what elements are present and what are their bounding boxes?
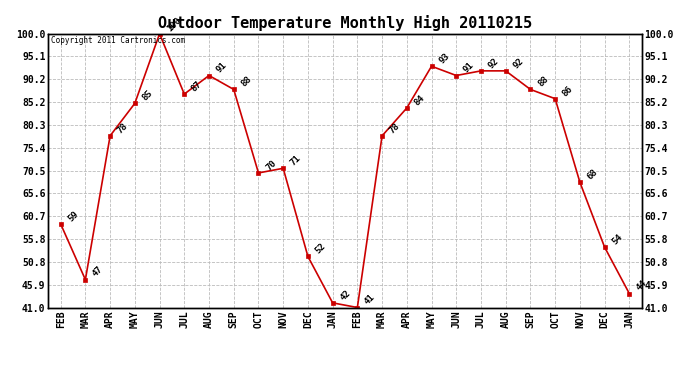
Text: 91: 91 — [462, 61, 476, 75]
Text: 47: 47 — [91, 265, 105, 279]
Text: 87: 87 — [190, 80, 204, 93]
Text: 78: 78 — [388, 121, 402, 135]
Text: 41: 41 — [363, 293, 377, 307]
Text: 84: 84 — [413, 93, 426, 107]
Text: 71: 71 — [288, 153, 303, 168]
Text: 44: 44 — [635, 279, 649, 293]
Text: 78: 78 — [116, 121, 130, 135]
Text: 86: 86 — [561, 84, 575, 98]
Text: Copyright 2011 Cartronics.com: Copyright 2011 Cartronics.com — [51, 36, 186, 45]
Text: 100: 100 — [165, 15, 183, 33]
Text: 54: 54 — [610, 232, 624, 246]
Text: 85: 85 — [140, 88, 155, 103]
Title: Outdoor Temperature Monthly High 20110215: Outdoor Temperature Monthly High 2011021… — [158, 15, 532, 31]
Text: 92: 92 — [486, 56, 500, 70]
Text: 91: 91 — [215, 61, 228, 75]
Text: 92: 92 — [511, 56, 525, 70]
Text: 42: 42 — [338, 288, 352, 302]
Text: 68: 68 — [585, 168, 600, 182]
Text: 93: 93 — [437, 51, 451, 66]
Text: 88: 88 — [239, 75, 253, 88]
Text: 88: 88 — [536, 75, 550, 88]
Text: 70: 70 — [264, 158, 278, 172]
Text: 59: 59 — [66, 209, 80, 223]
Text: 52: 52 — [313, 242, 328, 256]
